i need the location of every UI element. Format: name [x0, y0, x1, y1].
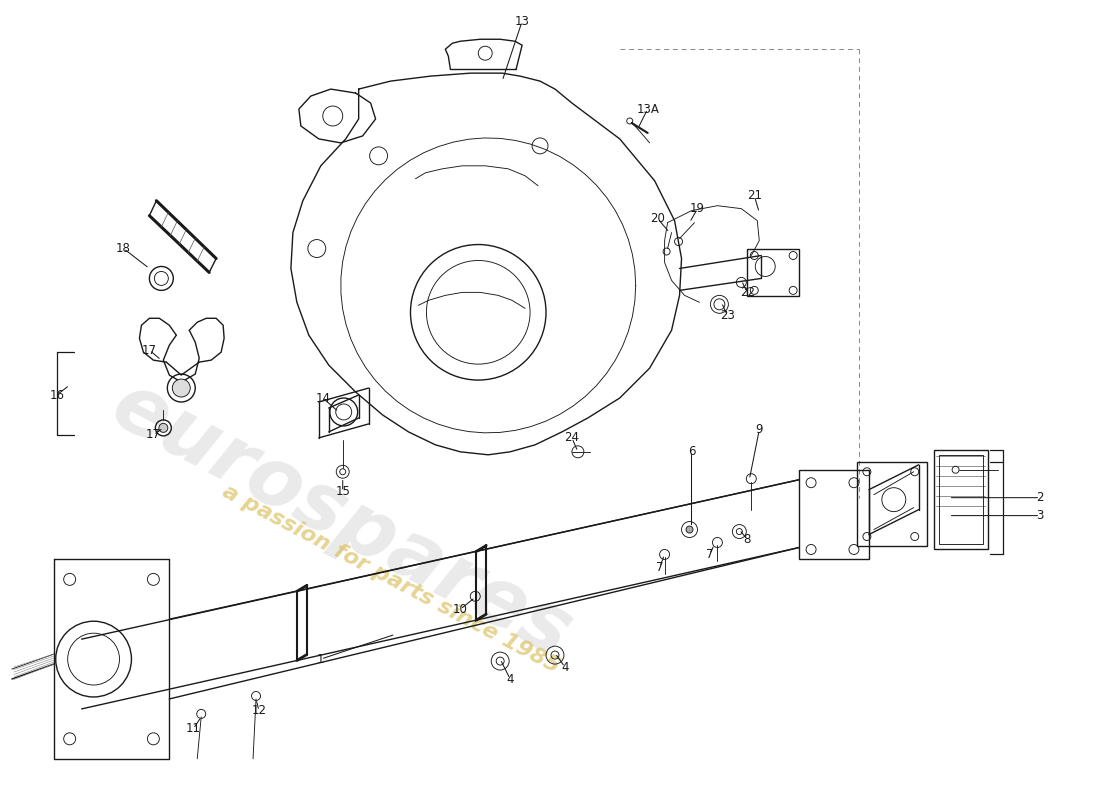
Text: 18: 18	[116, 242, 131, 255]
Text: 1: 1	[317, 653, 324, 666]
Text: 3: 3	[1036, 509, 1044, 522]
Text: 4: 4	[506, 673, 514, 686]
Circle shape	[173, 379, 190, 397]
Text: 15: 15	[336, 485, 350, 498]
Text: 16: 16	[50, 389, 64, 402]
Text: 24: 24	[564, 431, 580, 444]
Text: 8: 8	[744, 533, 751, 546]
Text: 13A: 13A	[636, 102, 659, 115]
Bar	[799, 470, 869, 559]
Text: 7: 7	[656, 561, 663, 574]
Text: 4: 4	[561, 661, 569, 674]
Text: 2: 2	[1036, 491, 1044, 504]
Bar	[938, 455, 983, 545]
Text: 9: 9	[756, 423, 763, 436]
Text: a passion for parts since 1985: a passion for parts since 1985	[219, 482, 562, 677]
Bar	[857, 462, 926, 546]
Text: 14: 14	[316, 391, 330, 405]
Text: 6: 6	[688, 446, 695, 458]
Text: eurospares: eurospares	[98, 366, 584, 674]
Circle shape	[686, 526, 693, 533]
Text: 21: 21	[747, 190, 762, 202]
Text: 13: 13	[515, 15, 529, 28]
Text: 10: 10	[453, 602, 468, 616]
Text: 11: 11	[186, 722, 200, 735]
Text: 19: 19	[690, 202, 705, 215]
Circle shape	[158, 423, 168, 432]
Bar	[747, 249, 799, 296]
Text: 22: 22	[740, 286, 755, 299]
Text: 17: 17	[146, 428, 161, 442]
Text: 20: 20	[650, 212, 666, 225]
Text: 23: 23	[719, 309, 735, 322]
Bar	[934, 450, 989, 550]
Text: 17: 17	[142, 344, 157, 357]
Text: 12: 12	[252, 705, 266, 718]
Text: 7: 7	[706, 548, 713, 561]
